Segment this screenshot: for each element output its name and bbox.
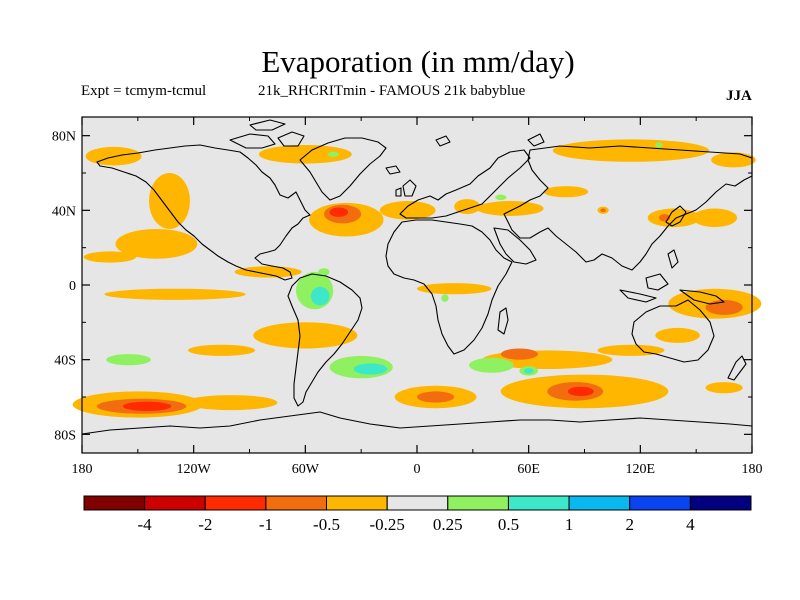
africa-coast <box>385 219 513 355</box>
madagascar-coast <box>497 307 509 335</box>
philippines-coast <box>667 249 679 269</box>
run-label: 21k_RHCRITmin - FAMOUS 21k babyblue <box>258 83 526 99</box>
anomaly-region-50 <box>318 268 330 276</box>
colorbar-box-7 <box>508 495 570 511</box>
anomaly-region-12 <box>454 199 481 215</box>
colorbar-box-9 <box>629 495 691 511</box>
colorbar-box-10 <box>689 495 752 511</box>
colorbar-label-7: 1 <box>565 515 574 534</box>
colorbar-label-5: 0.25 <box>433 515 463 534</box>
british-isles-coast <box>395 179 417 197</box>
japan-coast <box>665 205 687 227</box>
latitude-axis: 80N 40N 0 40S 80S <box>52 130 752 443</box>
south-america-coast <box>287 273 363 407</box>
longitude-axis: 180 120W 60W 0 60E 120E 180 <box>72 117 763 477</box>
y-tick-label-2: 0 <box>69 279 76 294</box>
anomaly-region-4 <box>149 173 190 229</box>
anomaly-region-37 <box>567 386 594 397</box>
anomaly-region-27 <box>655 327 700 343</box>
anomaly-region-22 <box>253 322 358 349</box>
anomaly-region-52 <box>495 194 507 201</box>
anomaly-region-0 <box>85 146 142 166</box>
anomaly-region-9 <box>379 201 436 220</box>
australia-coast <box>631 299 715 363</box>
colorbar-box-4 <box>326 495 388 511</box>
iceland-coast <box>385 165 401 175</box>
anomaly-region-19 <box>83 251 136 263</box>
anomaly-region-39 <box>500 348 538 360</box>
new-zealand-coast <box>727 355 747 381</box>
chart-title: Evaporation (in mm/day) <box>261 44 575 79</box>
anomaly-region-21 <box>104 288 246 300</box>
experiment-label: Expt = tcmym-tcmul <box>81 83 207 99</box>
colorbar-box-5 <box>386 495 449 511</box>
north-america-coast <box>96 144 311 281</box>
asia-coast <box>503 145 753 271</box>
colorbar-label-1: -2 <box>198 515 212 534</box>
anomaly-region-5 <box>115 229 198 259</box>
colorbar-box-0 <box>83 495 146 511</box>
x-tick-label-3: 0 <box>414 462 421 477</box>
colorbar-label-9: 4 <box>686 515 695 534</box>
y-tick-label-0: 80N <box>52 130 76 145</box>
arctic-islands-coast <box>229 119 305 149</box>
anomaly-region-40 <box>705 382 743 394</box>
anomaly-region-45 <box>353 363 388 375</box>
antarctica-coast <box>81 411 753 435</box>
colorbar-box-8 <box>568 495 631 511</box>
coastlines <box>81 119 753 435</box>
anomaly-region-46 <box>469 357 514 373</box>
y-tick-label-4: 80S <box>54 428 76 443</box>
anomaly-region-34 <box>417 391 455 403</box>
anomaly-regions <box>72 139 762 418</box>
colorbar-legend: -4 -2 -1 -0.5 -0.25 0.25 0.5 1 2 4 <box>83 495 752 534</box>
colorbar-label-3: -0.5 <box>313 515 340 534</box>
y-tick-label-1: 40N <box>52 204 76 219</box>
x-tick-label-6: 180 <box>742 462 763 477</box>
greenland-coast <box>299 137 387 201</box>
anomaly-region-13 <box>543 186 589 198</box>
colorbar-label-4: -0.25 <box>369 515 404 534</box>
anomaly-region-53 <box>655 142 663 148</box>
season-label: JJA <box>726 88 752 104</box>
y-tick-label-3: 40S <box>54 354 76 369</box>
anomaly-region-43 <box>106 354 151 366</box>
colorbar-label-0: -4 <box>138 515 153 534</box>
anomaly-region-1 <box>258 145 352 164</box>
anomaly-region-42 <box>310 286 330 306</box>
anomaly-region-15 <box>692 208 738 228</box>
x-tick-label-0: 180 <box>72 462 93 477</box>
svalbard-coast <box>435 133 545 147</box>
x-tick-label-5: 120E <box>626 462 656 477</box>
anomaly-region-48 <box>524 368 534 374</box>
colorbar-label-6: 0.5 <box>498 515 519 534</box>
anomaly-region-31 <box>122 401 172 411</box>
anomaly-region-24 <box>417 283 492 295</box>
colorbar-box-3 <box>265 495 327 511</box>
anomaly-region-32 <box>184 395 278 411</box>
anomaly-region-8 <box>329 207 349 217</box>
colorbar-box-6 <box>447 495 509 511</box>
anomaly-region-2 <box>552 139 710 162</box>
anomaly-region-10 <box>476 201 544 216</box>
colorbar-box-1 <box>144 495 206 511</box>
anomaly-region-23 <box>188 344 256 356</box>
europe-coast <box>399 149 531 219</box>
x-tick-label-1: 120W <box>177 462 212 477</box>
anomaly-region-3 <box>711 152 756 168</box>
colorbar-box-2 <box>204 495 267 511</box>
anomaly-region-51 <box>441 294 449 302</box>
arabian-peninsula-coast <box>493 227 537 265</box>
indonesia-coast <box>619 273 725 305</box>
anomaly-region-49 <box>327 151 339 158</box>
anomaly-region-18 <box>600 208 606 213</box>
colorbar-label-8: 2 <box>625 515 634 534</box>
x-tick-label-4: 60E <box>517 462 540 477</box>
x-tick-label-2: 60W <box>292 462 320 477</box>
colorbar-label-2: -1 <box>259 515 273 534</box>
